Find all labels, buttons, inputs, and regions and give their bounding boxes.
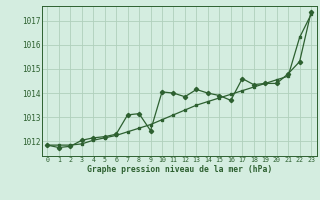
X-axis label: Graphe pression niveau de la mer (hPa): Graphe pression niveau de la mer (hPa) [87, 165, 272, 174]
